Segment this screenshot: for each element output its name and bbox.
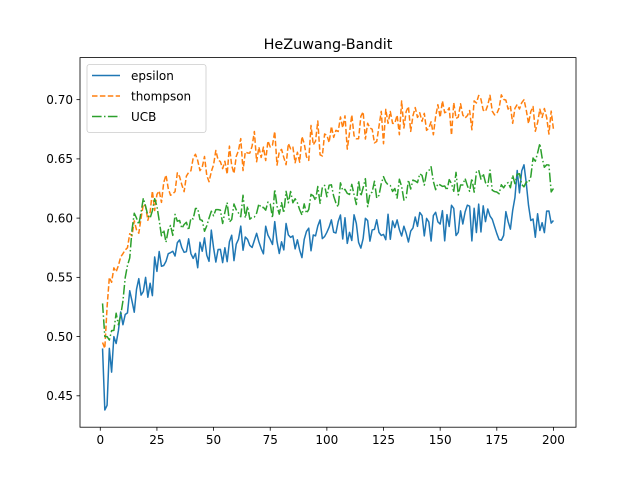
series-layer bbox=[101, 94, 555, 411]
y-tick-label: 0.65 bbox=[46, 152, 73, 166]
legend-entries: epsilon thompson UCB bbox=[92, 69, 191, 124]
x-tick-label: 125 bbox=[372, 433, 395, 447]
x-tick-label: 0 bbox=[96, 433, 104, 447]
y-axis-ticks: 0.45 0.50 0.55 0.60 0.65 0.70 bbox=[46, 93, 80, 403]
x-tick-label: 150 bbox=[429, 433, 452, 447]
y-tick-label: 0.45 bbox=[46, 389, 73, 403]
legend-box bbox=[86, 64, 207, 133]
x-tick-label: 75 bbox=[263, 433, 278, 447]
y-tick-label: 0.60 bbox=[46, 211, 73, 225]
series-line-thompson bbox=[101, 94, 555, 350]
x-axis-ticks: 0 25 50 75 100 125 150 175 200 bbox=[96, 427, 565, 447]
x-tick-label: 100 bbox=[315, 433, 338, 447]
y-tick-label: 0.55 bbox=[46, 271, 73, 285]
legend-label-thompson: thompson bbox=[131, 89, 191, 103]
x-tick-label: 25 bbox=[149, 433, 164, 447]
y-tick-label: 0.70 bbox=[46, 93, 73, 107]
legend: epsilon thompson UCB bbox=[86, 64, 207, 133]
x-tick-label: 200 bbox=[542, 433, 565, 447]
series-line-epsilon bbox=[101, 164, 555, 411]
y-tick-label: 0.50 bbox=[46, 330, 73, 344]
legend-label-epsilon: epsilon bbox=[131, 69, 174, 83]
x-tick-label: 50 bbox=[206, 433, 221, 447]
plot-frame bbox=[79, 57, 577, 428]
series-line-UCB bbox=[101, 142, 555, 341]
legend-label-UCB: UCB bbox=[131, 110, 156, 124]
chart-title: HeZuwang-Bandit bbox=[264, 37, 393, 53]
x-tick-label: 175 bbox=[485, 433, 508, 447]
